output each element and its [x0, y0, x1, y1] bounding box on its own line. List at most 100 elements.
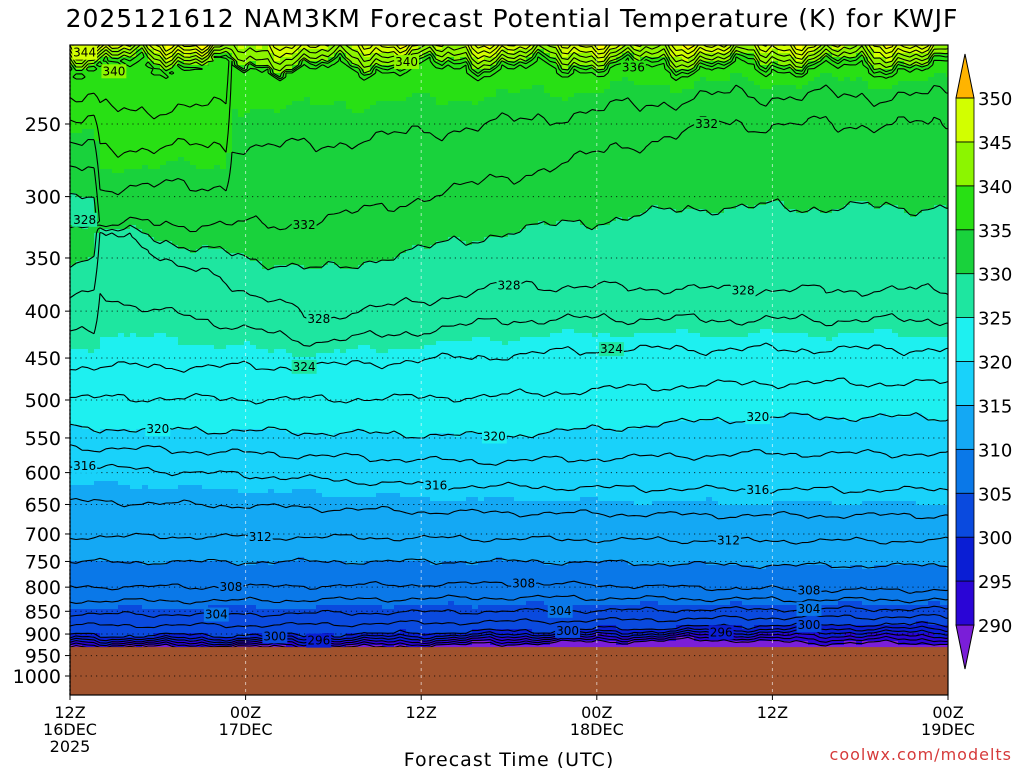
contour-316 [70, 463, 948, 495]
contour-label-320: 320 [746, 410, 769, 424]
contour-label-bg [306, 633, 332, 648]
contour-label-bg [481, 429, 507, 444]
contour-label-296: 296 [710, 625, 733, 639]
grid-lines [70, 45, 948, 695]
x-tick-label: 12Z [757, 703, 788, 722]
contour-label-328: 328 [732, 284, 755, 298]
contour-320 [70, 412, 948, 441]
colorbar-segment [955, 229, 975, 275]
contour-label-340: 340 [102, 64, 125, 78]
contour-label-bg [291, 217, 317, 232]
contour-340 [70, 47, 948, 78]
credit-text: coolwx.com/modelts [830, 745, 1012, 764]
contour-label-bg [72, 212, 98, 227]
colorbar-tick-label-315: 315 [978, 396, 1012, 417]
contour-label-344: 344 [73, 46, 96, 60]
x-axis-label: Forecast Time (UTC) [404, 749, 614, 768]
contour-label-320: 320 [146, 422, 169, 436]
colorbar: 290 295 300 305 310 315 320 325 330 335 340 345 350 [955, 53, 1012, 670]
contour-label-bg [203, 607, 229, 622]
contour-label-332: 332 [293, 218, 316, 232]
y-tick-label-500: 500 [25, 390, 61, 412]
contour-label-bg [598, 342, 624, 357]
contour-label-308: 308 [512, 577, 535, 591]
contour-label-312: 312 [249, 530, 272, 544]
contour-label-bg [496, 278, 522, 293]
colorbar-extend-high [955, 53, 975, 99]
contour-label-316: 316 [424, 479, 447, 493]
y-tick-label-750: 750 [25, 551, 61, 573]
colorbar-tick-label-335: 335 [978, 221, 1012, 242]
y-tick-label-400: 400 [25, 301, 61, 323]
contour-label-bg [547, 603, 573, 618]
contour-314 [70, 497, 948, 520]
colorbar-segment [955, 97, 975, 143]
colorbar-tick-label-300: 300 [978, 528, 1012, 549]
colorbar-segment [955, 141, 975, 187]
contour-label-340: 340 [395, 55, 418, 69]
contour-label-bg [745, 410, 771, 425]
colorbar-segment [955, 185, 975, 231]
contour-label-bg [730, 283, 756, 298]
contour-label-304: 304 [798, 602, 821, 616]
x-tick-label: 00Z [932, 703, 963, 722]
contour-label-296: 296 [307, 634, 330, 648]
contour-labels: 344 340 340 336 332 332 328 328 328 328 324 324 320 3… [72, 45, 822, 648]
colorbar-extend-low [955, 624, 975, 670]
contour-label-304: 304 [205, 608, 228, 622]
x-tick-label: 18DEC [570, 720, 624, 739]
contour-label-bg [218, 580, 244, 595]
contour-330 [70, 192, 948, 271]
contour-label-bg [745, 483, 771, 498]
contour-label-bg [262, 629, 288, 644]
colorbar-segment [955, 405, 975, 450]
colorbar-segment [955, 361, 975, 406]
colorbar-tick-label-305: 305 [978, 484, 1012, 505]
x-tick-label: 00Z [230, 703, 261, 722]
contour-label-336: 336 [622, 61, 645, 75]
contour-label-bg [555, 623, 580, 638]
contour-318 [70, 444, 948, 466]
terrain-area [70, 647, 948, 695]
x-tick-label: 2025 [50, 737, 91, 756]
colorbar-tick-label-350: 350 [978, 89, 1012, 110]
contour-324 [70, 342, 948, 373]
contour-310 [70, 557, 948, 570]
contour-label-328: 328 [73, 213, 96, 227]
contour-label-bg [716, 533, 741, 548]
contour-304 [70, 605, 948, 618]
contour-334 [70, 84, 948, 196]
contour-label-316: 316 [746, 483, 769, 497]
chart-title: 2025121612 NAM3KM Forecast Potential Tem… [0, 4, 1024, 33]
contour-326 [70, 293, 948, 347]
y-tick-label-550: 550 [25, 428, 61, 450]
contour-label-bg [247, 529, 273, 544]
colorbar-tick-label-310: 310 [978, 440, 1012, 461]
contour-label-bg [423, 478, 449, 493]
colorbar-tick-label-340: 340 [978, 177, 1012, 198]
contour-label-320: 320 [483, 430, 506, 444]
axes: 2503003504004505005506006507007508008509… [13, 44, 975, 756]
contour-label-324: 324 [293, 360, 316, 374]
colorbar-tick-label-290: 290 [978, 616, 1012, 637]
x-tick-label: 16DEC [43, 720, 97, 739]
colorbar-tick-label-345: 345 [978, 133, 1012, 154]
y-tick-label-1000: 1000 [13, 666, 61, 688]
colorbar-tick-label-320: 320 [978, 353, 1012, 374]
below-ground-shading [70, 647, 948, 695]
contour-label-308: 308 [220, 580, 243, 594]
colorbar-segment [955, 536, 975, 582]
colorbar-tick-label-330: 330 [978, 265, 1012, 286]
contour-lines [70, 45, 948, 652]
contour-328 [70, 232, 948, 322]
contour-label-316: 316 [73, 459, 96, 473]
contour-label-bg [511, 576, 537, 591]
contour-label-bg [708, 625, 734, 640]
x-tick-label: 12Z [54, 703, 85, 722]
y-tick-label-450: 450 [25, 348, 61, 370]
contour-label-bg [620, 60, 646, 75]
contour-label-bg [394, 55, 420, 70]
contour-306 [70, 594, 948, 605]
colorbar-segment [955, 580, 975, 626]
